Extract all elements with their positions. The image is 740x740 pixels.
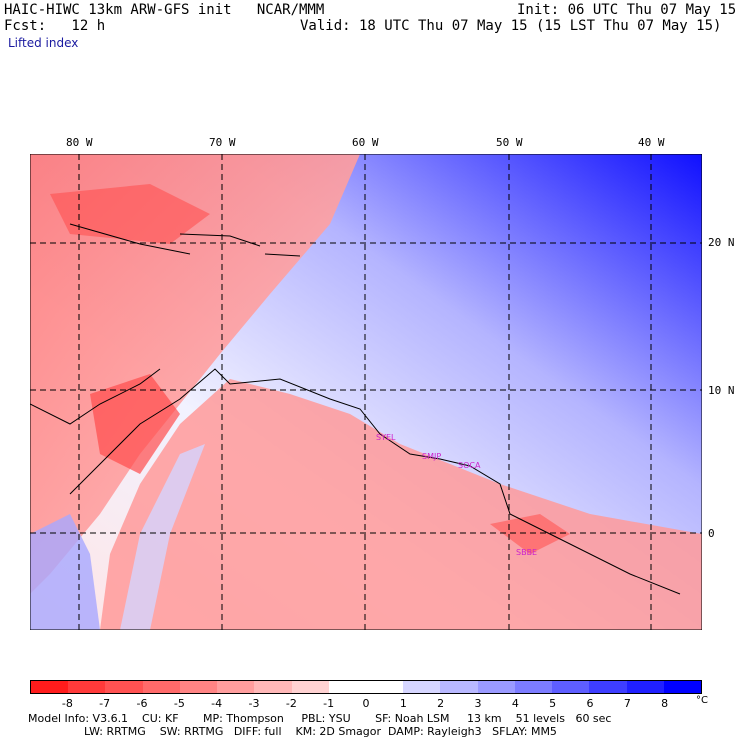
colorbar-segment — [589, 681, 627, 693]
colorbar-tick-label: -5 — [173, 697, 185, 710]
colorbar-segment — [477, 681, 515, 693]
model-info-line1: Model Info: V3.6.1 CU: KF MP: Thompson P… — [28, 712, 612, 725]
colorbar-tick-label: 2 — [437, 697, 445, 710]
colorbar-tick-label: 6 — [586, 697, 594, 710]
forecast-hour: Fcst: 12 h — [4, 18, 106, 34]
lifted-index-map: SYEL SMJP SOCA SBBE — [30, 154, 702, 630]
colorbar-unit: °C — [696, 695, 708, 706]
colorbar-segment — [552, 681, 590, 693]
colorbar-tick-label: -6 — [136, 697, 148, 710]
lat-label-20n: 20 N — [708, 236, 735, 249]
deep-red-patch — [90, 374, 180, 474]
south-america-field — [100, 379, 702, 630]
colorbar-segment — [68, 681, 106, 693]
lat-label-0: 0 — [708, 527, 715, 540]
lon-label-60w: 60 W — [352, 136, 379, 149]
colorbar-segment — [365, 681, 404, 693]
lat-lon-grid — [30, 154, 702, 630]
colorbar-segment — [179, 681, 218, 693]
station-smjp: SMJP — [422, 452, 441, 461]
station-soca: SOCA — [458, 461, 481, 470]
station-syel: SYEL — [376, 433, 396, 442]
title-line: HAIC-HIWC 13km ARW-GFS init NCAR/MMM — [4, 2, 325, 18]
colorbar-tick-label: -7 — [99, 697, 111, 710]
model-info-line2: LW: RRTMG SW: RRTMG DIFF: full KM: 2D Sm… — [28, 725, 557, 738]
station-sbbe: SBBE — [516, 548, 537, 557]
colorbar-segment — [142, 681, 180, 693]
lon-label-80w: 80 W — [66, 136, 93, 149]
colorbar-segment — [328, 681, 366, 693]
field-name: Lifted index — [8, 36, 79, 50]
central-america-coast — [30, 368, 161, 425]
colorbar-segment — [663, 681, 701, 693]
lat-label-10n: 10 N — [708, 384, 735, 397]
andes-field — [120, 444, 205, 630]
pacific-field — [30, 514, 100, 630]
colorbar-tick-label: 5 — [549, 697, 557, 710]
colorbar — [30, 680, 702, 694]
lon-label-40w: 40 W — [638, 136, 665, 149]
colorbar-segment — [217, 681, 255, 693]
colorbar-segment — [31, 681, 69, 693]
colorbar-tick-label: 4 — [511, 697, 519, 710]
cuba — [69, 223, 191, 255]
caribbean-field — [30, 154, 360, 594]
lon-label-70w: 70 W — [209, 136, 236, 149]
colorbar-tick-label: -2 — [285, 697, 297, 710]
south-america-coast — [69, 368, 681, 595]
init-time: Init: 06 UTC Thu 07 May 15 — [517, 2, 737, 18]
amazon-mouth-patch — [490, 514, 570, 554]
valid-time: Valid: 18 UTC Thu 07 May 15 (15 LST Thu … — [300, 18, 722, 34]
colorbar-tick-label: -4 — [211, 697, 223, 710]
colorbar-segment — [440, 681, 478, 693]
colorbar-segment — [626, 681, 664, 693]
colorbar-tick-label: 7 — [623, 697, 631, 710]
colorbar-segment — [105, 681, 143, 693]
colorbar-segment — [291, 681, 329, 693]
colorbar-segment — [403, 681, 441, 693]
puerto-rico — [264, 253, 301, 257]
colorbar-tick-label: 1 — [399, 697, 407, 710]
colorbar-tick-label: -3 — [248, 697, 260, 710]
colorbar-tick-label: -1 — [323, 697, 335, 710]
colorbar-segment — [254, 681, 292, 693]
colorbar-segment — [514, 681, 553, 693]
colorbar-tick-label: 8 — [661, 697, 669, 710]
lon-label-50w: 50 W — [496, 136, 523, 149]
colorbar-tick-label: 3 — [474, 697, 482, 710]
deep-red-patch-north — [50, 184, 210, 244]
colorbar-tick-label: 0 — [362, 697, 370, 710]
colorbar-tick-label: -8 — [61, 697, 73, 710]
